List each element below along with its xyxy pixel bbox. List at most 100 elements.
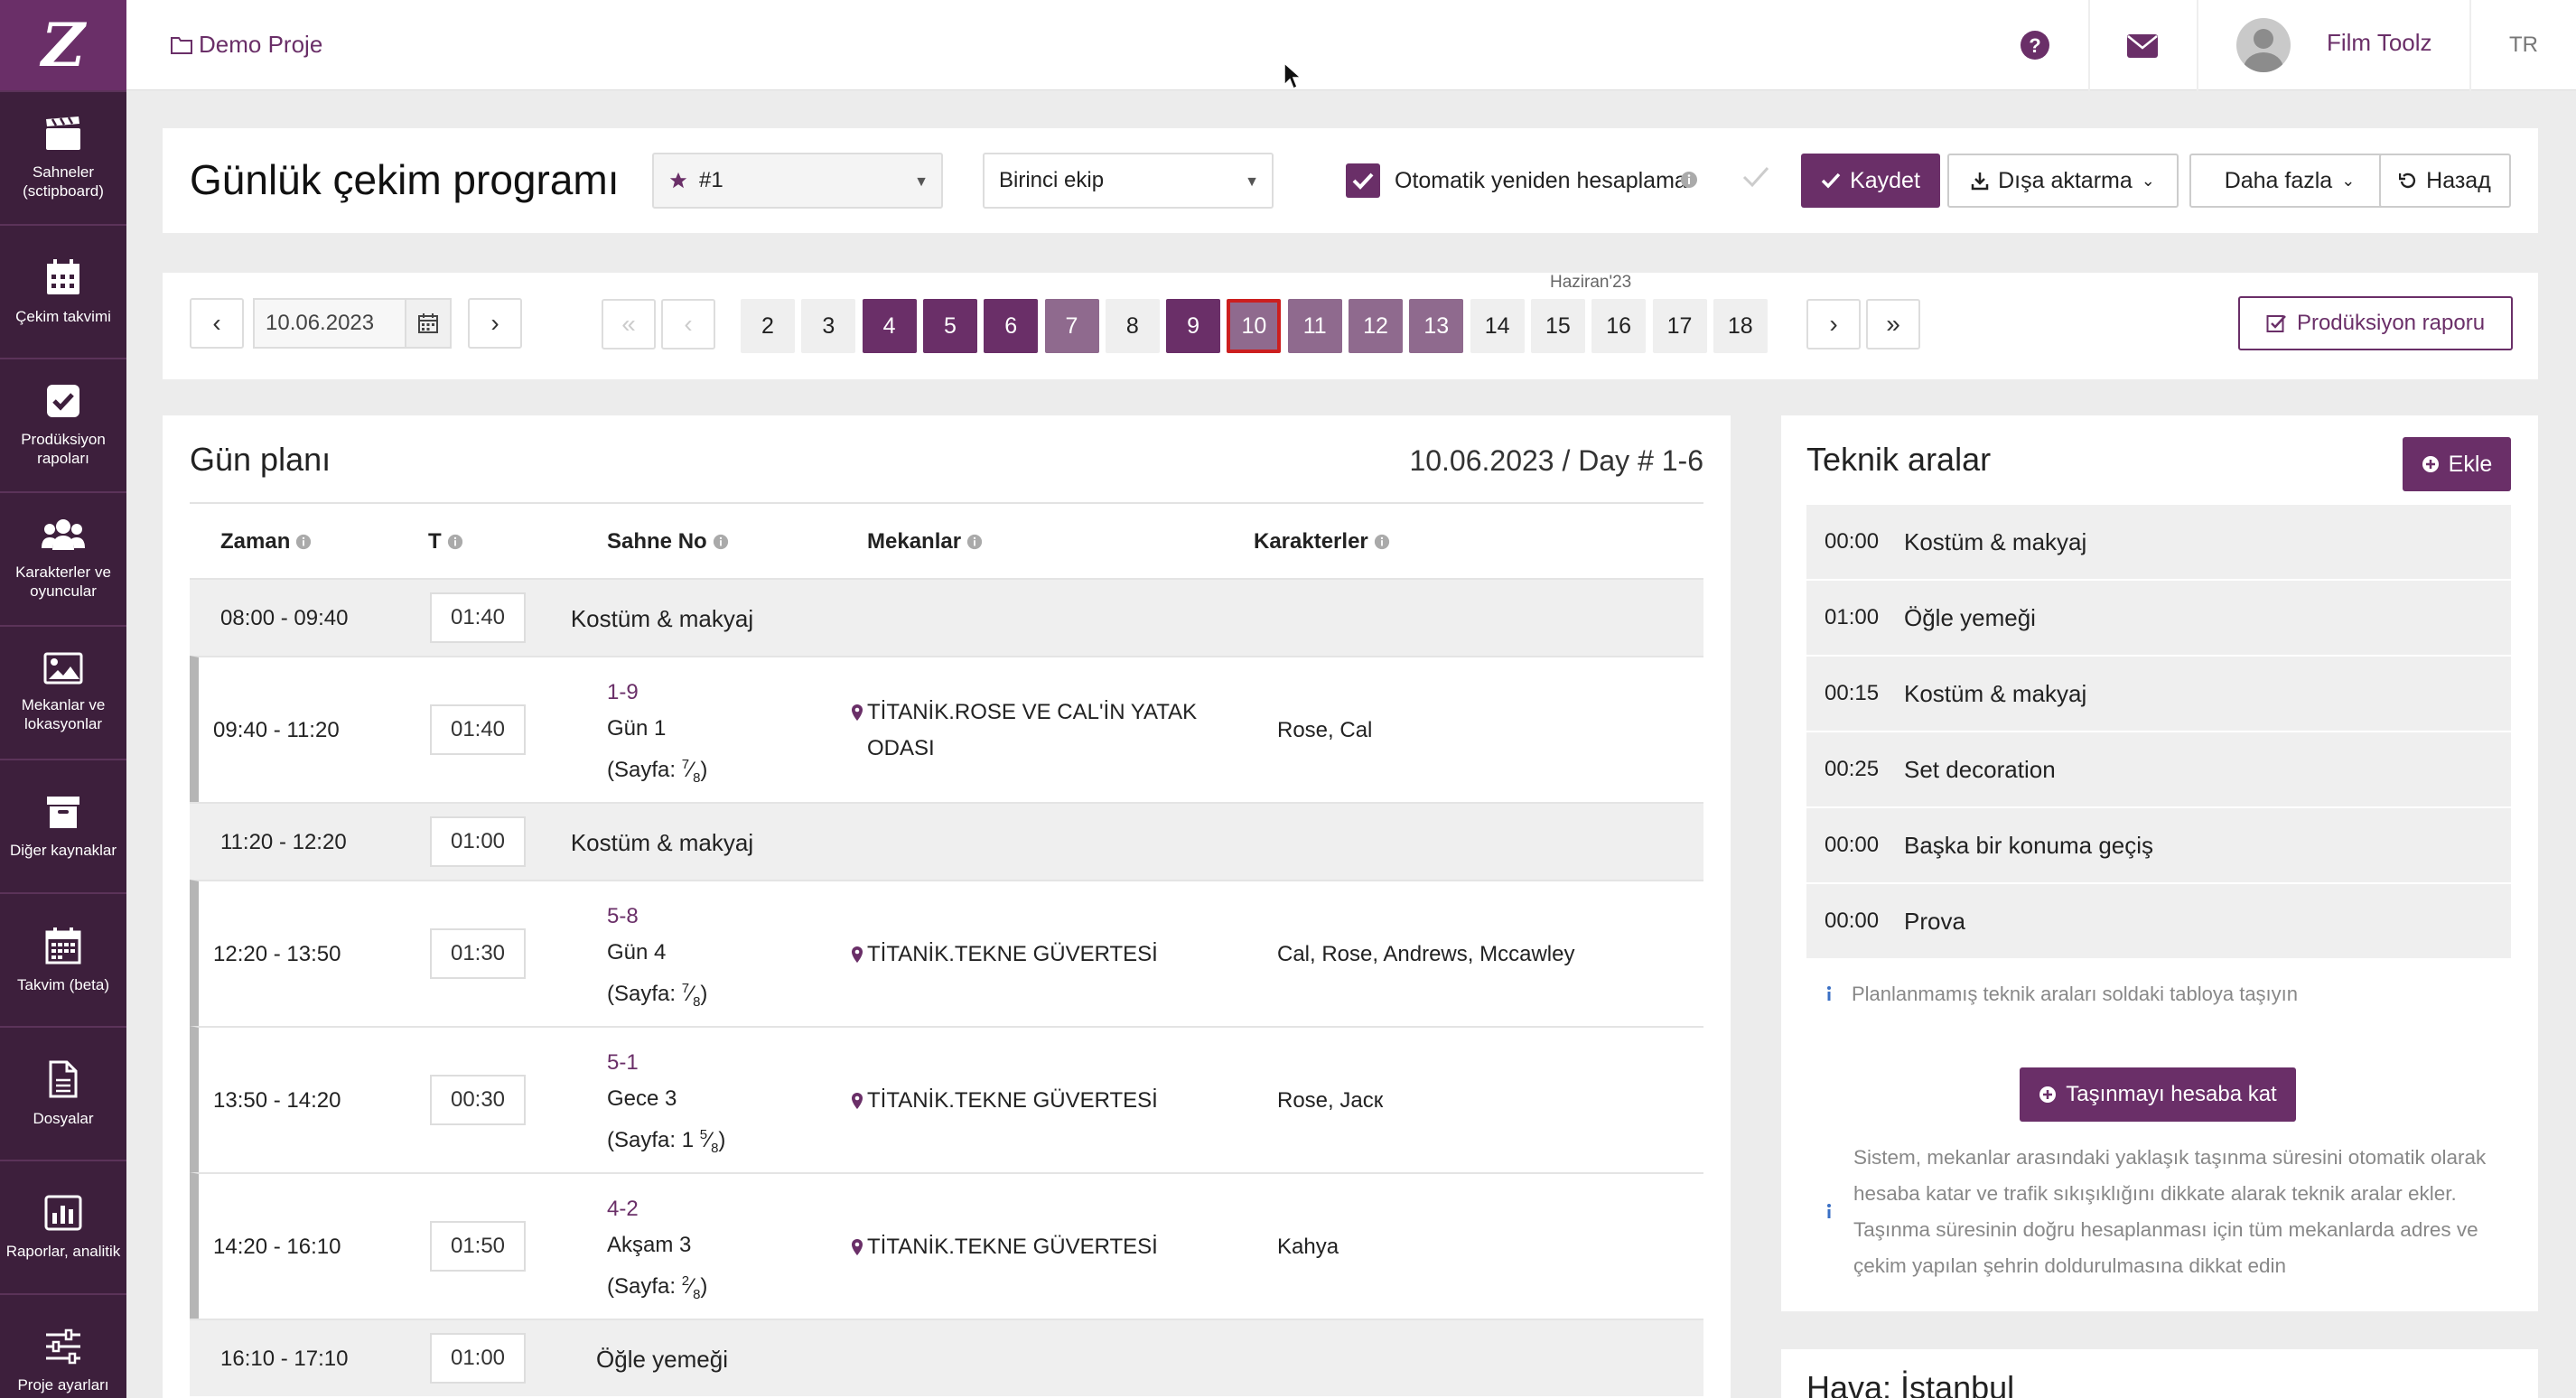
avatar[interactable]: [2236, 18, 2291, 72]
duration-input[interactable]: 01:40: [430, 704, 526, 755]
crew-select[interactable]: Birinci ekip ▼: [983, 153, 1274, 209]
tech-break-item[interactable]: 00:25 Set decoration: [1806, 732, 2511, 806]
location-name[interactable]: TİTANİK.TEKNE GÜVERTESİ: [867, 1088, 1158, 1113]
mail-icon[interactable]: [2126, 33, 2159, 59]
sidebar-item[interactable]: Diğer kaynaklar: [0, 759, 126, 892]
day-button[interactable]: 8: [1105, 299, 1160, 353]
tech-break-item[interactable]: 00:00 Prova: [1806, 884, 2511, 958]
tech-break-item[interactable]: 00:15 Kostüm & makyaj: [1806, 657, 2511, 731]
day-button[interactable]: 6: [984, 299, 1039, 353]
day-button[interactable]: 3: [801, 299, 856, 353]
day-button[interactable]: 2: [741, 299, 795, 353]
calendar-grid-icon: [45, 927, 81, 965]
sidebar-item[interactable]: Prodüksiyon rapoları: [0, 358, 126, 491]
help-icon[interactable]: ?: [2020, 30, 2050, 61]
prev-page-button[interactable]: ‹: [661, 299, 715, 350]
schedule-select[interactable]: #1 ▼: [652, 153, 943, 209]
last-page-button[interactable]: »: [1866, 299, 1920, 350]
info-icon[interactable]: [1680, 171, 1698, 189]
scene-row[interactable]: 12:20 - 13:50 01:30 5-8 Gün 4 (Sayfa: 7⁄8) Tİ…: [190, 880, 1703, 1026]
sidebar-item[interactable]: Takvim (beta): [0, 892, 126, 1026]
export-button[interactable]: Dışa aktarma ⌄: [1947, 154, 2179, 208]
scene-pages-numerator: 7: [681, 757, 690, 772]
day-button[interactable]: 11: [1287, 299, 1342, 353]
calendar-button[interactable]: [405, 298, 452, 349]
day-button[interactable]: 15: [1530, 299, 1585, 353]
scene-number-link[interactable]: 5-1: [607, 1050, 639, 1075]
language-switch[interactable]: TR: [2509, 33, 2538, 57]
user-name[interactable]: Film Toolz: [2327, 29, 2432, 56]
save-button[interactable]: Kaydet: [1801, 154, 1940, 208]
first-page-button[interactable]: «: [602, 299, 656, 350]
date-input[interactable]: 10.06.2023: [253, 298, 434, 349]
apply-check-icon[interactable]: [1741, 164, 1770, 190]
sidebar-item[interactable]: Karakterler ve oyuncular: [0, 491, 126, 625]
more-button[interactable]: Daha fazla ⌄: [2189, 154, 2390, 208]
next-page-button[interactable]: ›: [1806, 299, 1861, 350]
sidebar-item[interactable]: Dosyalar: [0, 1026, 126, 1160]
day-button[interactable]: 13: [1409, 299, 1464, 353]
sliders-icon: [44, 1328, 82, 1365]
prev-date-button[interactable]: ‹: [190, 298, 244, 349]
info-icon[interactable]: [713, 534, 729, 550]
info-icon[interactable]: [447, 534, 463, 550]
reset-button[interactable]: Назад: [2379, 154, 2511, 208]
add-break-button[interactable]: Ekle: [2403, 437, 2511, 491]
scene-row[interactable]: 13:50 - 14:20 00:30 5-1 Gece 3 (Sayfa: 1 5⁄8…: [190, 1026, 1703, 1172]
scene-number-link[interactable]: 1-9: [607, 680, 639, 704]
location: TİTANİK.TEKNE GÜVERTESİ: [851, 937, 1230, 973]
project-link[interactable]: Demo Proje: [170, 31, 322, 59]
duration-input[interactable]: 01:40: [430, 592, 526, 643]
sidebar-item[interactable]: Sahneler (sctipboard): [0, 90, 126, 224]
map-pin-icon: [851, 1092, 863, 1110]
tech-break-item[interactable]: 00:00 Başka bir konuma geçiş: [1806, 808, 2511, 882]
day-plan-panel: Gün planı 10.06.2023 / Day # 1-6 Zaman T…: [163, 415, 1731, 1398]
day-button[interactable]: 4: [862, 299, 917, 353]
location-name[interactable]: TİTANİK.TEKNE GÜVERTESİ: [867, 942, 1158, 966]
move-info: Sistem, mekanlar arasındaki yaklaşık taş…: [1825, 1140, 2520, 1284]
day-button[interactable]: 5: [922, 299, 977, 353]
info-icon[interactable]: [295, 534, 312, 550]
tech-break-item[interactable]: 01:00 Öğle yemeği: [1806, 581, 2511, 655]
auto-recalc-label[interactable]: Otomatik yeniden hesaplama: [1395, 168, 1687, 193]
info-icon[interactable]: [966, 534, 983, 550]
scene-row[interactable]: 09:40 - 11:20 01:40 1-9 Gün 1 (Sayfa: 7⁄8) Tİ…: [190, 656, 1703, 802]
location-name[interactable]: TİTANİK.ROSE VE CAL'İN YATAK ODASI: [867, 700, 1198, 760]
sidebar-item[interactable]: Mekanlar ve lokasyonlar: [0, 625, 126, 759]
sidebar-item[interactable]: Raporlar, analitik: [0, 1160, 126, 1293]
day-button[interactable]: 10: [1227, 299, 1282, 353]
sidebar-item[interactable]: Proje ayarları: [0, 1293, 126, 1398]
location-name[interactable]: TİTANİK.TEKNE GÜVERTESİ: [867, 1235, 1158, 1259]
info-icon[interactable]: [1374, 534, 1390, 550]
duration-input[interactable]: 00:30: [430, 1075, 526, 1125]
day-button[interactable]: 7: [1044, 299, 1099, 353]
svg-text:?: ?: [2029, 34, 2040, 57]
scene-number-link[interactable]: 5-8: [607, 904, 639, 928]
duration-input[interactable]: 01:00: [430, 1333, 526, 1384]
day-button[interactable]: 14: [1470, 299, 1525, 353]
break-row[interactable]: 11:20 - 12:20 01:00 Kostüm & makyaj: [190, 802, 1703, 880]
day-button[interactable]: 12: [1349, 299, 1403, 353]
row-time: 08:00 - 09:40: [220, 606, 349, 630]
sidebar-item[interactable]: Çekim takvimi: [0, 224, 126, 358]
day-button[interactable]: 18: [1713, 299, 1768, 353]
break-row[interactable]: 16:10 - 17:10 01:00 Öğle yemeği: [190, 1319, 1703, 1396]
next-date-button[interactable]: ›: [468, 298, 522, 349]
duration-input[interactable]: 01:00: [430, 816, 526, 867]
duration-input[interactable]: 01:30: [430, 928, 526, 979]
account-for-moves-button[interactable]: Taşınmayı hesaba kat: [2020, 1067, 2296, 1122]
production-report-button[interactable]: Prodüksiyon raporu: [2238, 296, 2513, 350]
scene-pages-denominator: 8: [693, 993, 701, 1010]
app-logo[interactable]: Z: [0, 0, 126, 90]
scene-number-link[interactable]: 4-2: [607, 1197, 639, 1221]
day-button[interactable]: 16: [1591, 299, 1647, 353]
auto-recalc-checkbox[interactable]: [1346, 163, 1380, 198]
break-row[interactable]: 08:00 - 09:40 01:40 Kostüm & makyaj: [190, 578, 1703, 656]
tech-break-label: Prova: [1904, 907, 1965, 935]
duration-input[interactable]: 01:50: [430, 1221, 526, 1272]
day-button[interactable]: 9: [1166, 299, 1221, 353]
tech-break-item[interactable]: 00:00 Kostüm & makyaj: [1806, 505, 2511, 579]
day-button[interactable]: 17: [1652, 299, 1707, 353]
scene-row[interactable]: 14:20 - 16:10 01:50 4-2 Akşam 3 (Sayfa: 2⁄8)…: [190, 1172, 1703, 1319]
row-time: 12:20 - 13:50: [213, 942, 341, 966]
